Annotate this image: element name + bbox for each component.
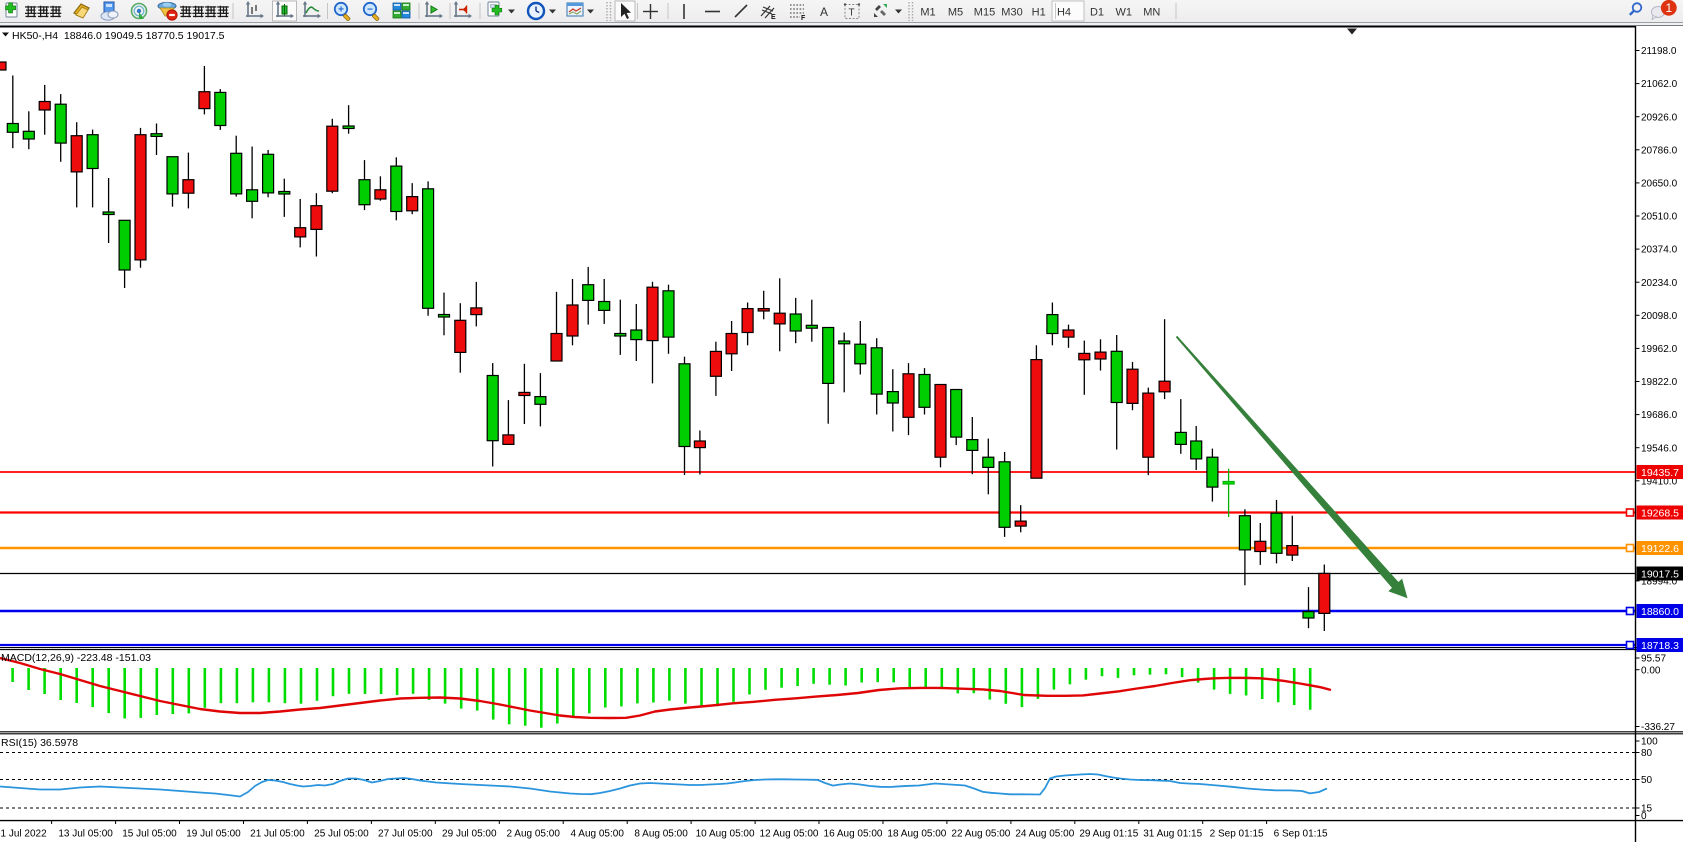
svg-text:24 Aug 05:00: 24 Aug 05:00 (1015, 829, 1074, 840)
svg-text:19122.6: 19122.6 (1641, 543, 1679, 555)
svg-text:E: E (771, 14, 776, 21)
svg-text:12 Aug 05:00: 12 Aug 05:00 (760, 829, 819, 840)
svg-text:A: A (820, 5, 828, 19)
svg-text:80: 80 (1641, 748, 1653, 759)
svg-text:100: 100 (1641, 737, 1658, 748)
svg-text:T: T (849, 8, 855, 19)
svg-text:19435.7: 19435.7 (1641, 467, 1679, 479)
svg-text:19962.0: 19962.0 (1641, 344, 1678, 355)
svg-text:18718.3: 18718.3 (1641, 640, 1679, 652)
svg-text:1: 1 (1665, 1, 1672, 15)
svg-text:−: − (367, 5, 373, 16)
svg-text:16 Aug 05:00: 16 Aug 05:00 (824, 829, 883, 840)
svg-text:50: 50 (1641, 775, 1653, 786)
svg-text:31 Aug 01:15: 31 Aug 01:15 (1143, 829, 1202, 840)
svg-text:19546.0: 19546.0 (1641, 443, 1678, 454)
svg-text:15: 15 (1641, 804, 1653, 815)
svg-text:MACD(12,26,9) -223.48 -151.03: MACD(12,26,9) -223.48 -151.03 (1, 652, 151, 664)
svg-text:20374.0: 20374.0 (1641, 245, 1678, 256)
svg-text:18 Aug 05:00: 18 Aug 05:00 (887, 829, 946, 840)
svg-text:M30: M30 (1001, 7, 1022, 19)
svg-text:0: 0 (1641, 811, 1647, 822)
svg-text:29 Jul 05:00: 29 Jul 05:00 (442, 829, 497, 840)
svg-text:18860.0: 18860.0 (1641, 606, 1679, 618)
svg-text:-336.27: -336.27 (1641, 722, 1675, 733)
svg-text:20650.0: 20650.0 (1641, 179, 1678, 190)
svg-text:HK50-,H4 18846.0 19049.5 1877: HK50-,H4 18846.0 19049.5 18770.5 19017.5 (12, 30, 225, 42)
svg-text:+: + (338, 5, 344, 16)
svg-text:M15: M15 (974, 7, 995, 19)
svg-text:20926.0: 20926.0 (1641, 112, 1678, 123)
svg-text:8 Aug 05:00: 8 Aug 05:00 (634, 829, 688, 840)
svg-text:21062.0: 21062.0 (1641, 79, 1678, 90)
svg-text:19686.0: 19686.0 (1641, 410, 1678, 421)
svg-text:20234.0: 20234.0 (1641, 278, 1678, 289)
svg-text:M1: M1 (920, 7, 935, 19)
svg-text:F: F (801, 15, 806, 22)
svg-text:29 Aug 01:15: 29 Aug 01:15 (1079, 829, 1138, 840)
svg-text:2 Sep 01:15: 2 Sep 01:15 (1210, 829, 1264, 840)
svg-text:6 Sep 01:15: 6 Sep 01:15 (1274, 829, 1328, 840)
svg-text:20098.0: 20098.0 (1641, 311, 1678, 322)
svg-text:13 Jul 05:00: 13 Jul 05:00 (58, 829, 113, 840)
svg-text:0.00: 0.00 (1641, 665, 1661, 676)
svg-text:19822.0: 19822.0 (1641, 377, 1678, 388)
svg-text:18994.0: 18994.0 (1641, 577, 1678, 588)
svg-text:1 Jul 2022: 1 Jul 2022 (1, 829, 48, 840)
svg-text:95.57: 95.57 (1641, 654, 1666, 665)
svg-text:10 Aug 05:00: 10 Aug 05:00 (696, 829, 755, 840)
svg-text:19017.5: 19017.5 (1641, 568, 1679, 580)
svg-text:W1: W1 (1116, 7, 1133, 19)
svg-text:21198.0: 21198.0 (1641, 46, 1677, 57)
svg-text:20510.0: 20510.0 (1641, 212, 1678, 223)
svg-text:D1: D1 (1090, 7, 1104, 19)
svg-text:19268.5: 19268.5 (1641, 507, 1679, 519)
svg-text:19 Jul 05:00: 19 Jul 05:00 (186, 829, 241, 840)
svg-text:4 Aug 05:00: 4 Aug 05:00 (571, 829, 625, 840)
svg-text:H1: H1 (1032, 7, 1046, 19)
svg-text:M5: M5 (948, 7, 963, 19)
svg-text:22 Aug 05:00: 22 Aug 05:00 (951, 829, 1010, 840)
svg-text:H4: H4 (1057, 7, 1071, 19)
svg-text:25 Jul 05:00: 25 Jul 05:00 (314, 829, 369, 840)
svg-text:19410.0: 19410.0 (1641, 476, 1678, 487)
svg-text:27 Jul 05:00: 27 Jul 05:00 (378, 829, 433, 840)
svg-text:15 Jul 05:00: 15 Jul 05:00 (122, 829, 177, 840)
svg-text:21 Jul 05:00: 21 Jul 05:00 (250, 829, 305, 840)
svg-text:2 Aug 05:00: 2 Aug 05:00 (507, 829, 561, 840)
svg-text:RSI(15) 36.5978: RSI(15) 36.5978 (1, 737, 78, 749)
svg-text:MN: MN (1143, 7, 1160, 19)
svg-text:20786.0: 20786.0 (1641, 145, 1678, 156)
